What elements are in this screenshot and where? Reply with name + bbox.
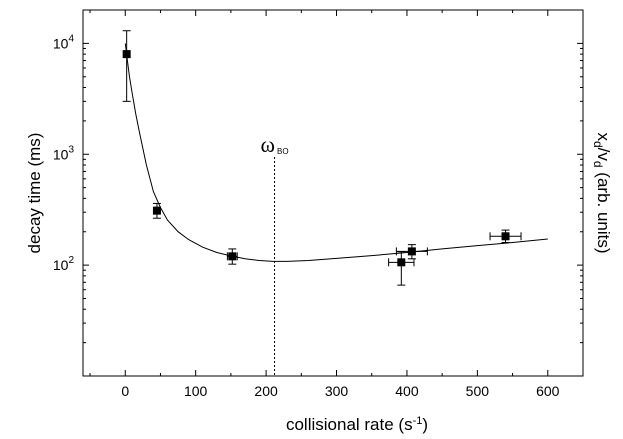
x-tick-label: 0 (121, 383, 129, 399)
y-axis-title: decay time (ms) (25, 133, 44, 254)
x-tick-label: 300 (325, 383, 349, 399)
x-axis-title: collisional rate (s-1) (286, 415, 428, 434)
x-tick-label: 200 (254, 383, 278, 399)
data-point (122, 50, 131, 59)
fit-curve (124, 43, 548, 262)
y-tick-label: 104 (53, 33, 75, 51)
plot-frame (82, 9, 584, 377)
x-tick-label: 600 (536, 383, 560, 399)
right-axis-title: xd/vd (arb. units) (591, 132, 613, 253)
x-tick-label: 400 (395, 383, 419, 399)
data-point (397, 258, 406, 267)
omega-bo-label: ω BO (261, 132, 289, 157)
data-point (228, 252, 237, 261)
data-point (407, 247, 416, 256)
data-point (152, 206, 161, 215)
x-tick-label: 100 (184, 383, 208, 399)
data-point (501, 232, 510, 241)
y-tick-label: 102 (53, 255, 75, 273)
y-tick-label: 103 (53, 144, 75, 162)
x-tick-label: 500 (466, 383, 490, 399)
